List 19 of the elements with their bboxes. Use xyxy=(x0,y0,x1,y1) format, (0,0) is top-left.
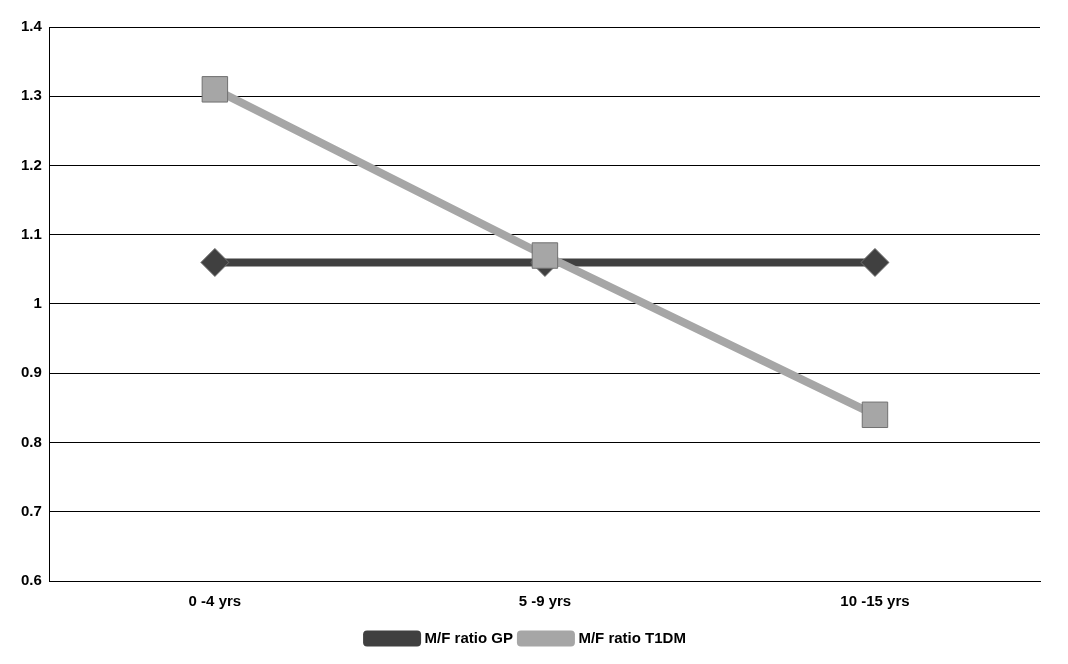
point xyxy=(861,401,889,429)
y-tick-label: 1 xyxy=(33,294,42,312)
y-tick-label: 0.7 xyxy=(20,501,42,519)
y-tick-label: 0.6 xyxy=(20,571,42,589)
point xyxy=(200,247,230,277)
y-tick-label: 0.9 xyxy=(20,363,42,381)
y-tick-label: 1.1 xyxy=(20,224,42,242)
legend-label: M/F ratio GP xyxy=(424,628,513,646)
y-tick-label: 1.2 xyxy=(20,155,42,173)
y-tick-label: 1.4 xyxy=(20,17,43,35)
legend-label: M/F ratio T1DM xyxy=(578,628,686,646)
point xyxy=(860,247,890,277)
point xyxy=(201,76,229,103)
y-tick-label: 1.3 xyxy=(20,86,42,104)
x-tick-label: 5 -9 yrs xyxy=(518,592,572,610)
y-tick-label: 0.8 xyxy=(20,432,42,450)
x-tick-label: 10 -15 yrs xyxy=(840,592,910,610)
point xyxy=(531,242,559,269)
x-tick-label: 0 -4 yrs xyxy=(188,592,242,610)
